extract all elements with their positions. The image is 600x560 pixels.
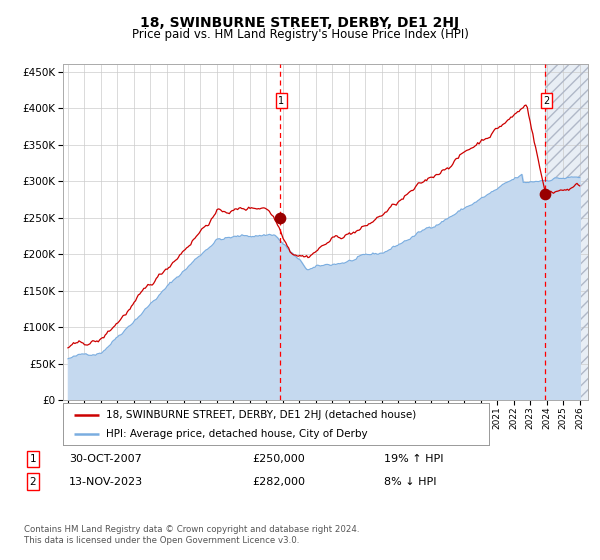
Text: Price paid vs. HM Land Registry's House Price Index (HPI): Price paid vs. HM Land Registry's House … <box>131 28 469 41</box>
Point <box>275 213 284 222</box>
Bar <box>545 64 588 400</box>
Text: 2: 2 <box>29 477 37 487</box>
Text: 8% ↓ HPI: 8% ↓ HPI <box>384 477 437 487</box>
Text: HPI: Average price, detached house, City of Derby: HPI: Average price, detached house, City… <box>106 429 367 439</box>
Text: 2: 2 <box>543 96 550 106</box>
Point <box>540 190 550 199</box>
Bar <box>545 64 588 400</box>
Text: Contains HM Land Registry data © Crown copyright and database right 2024.
This d: Contains HM Land Registry data © Crown c… <box>24 525 359 545</box>
Text: 13-NOV-2023: 13-NOV-2023 <box>69 477 143 487</box>
Text: 30-OCT-2007: 30-OCT-2007 <box>69 454 142 464</box>
Text: 18, SWINBURNE STREET, DERBY, DE1 2HJ: 18, SWINBURNE STREET, DERBY, DE1 2HJ <box>140 16 460 30</box>
Text: 1: 1 <box>29 454 37 464</box>
Text: £250,000: £250,000 <box>252 454 305 464</box>
Text: £282,000: £282,000 <box>252 477 305 487</box>
Text: 18, SWINBURNE STREET, DERBY, DE1 2HJ (detached house): 18, SWINBURNE STREET, DERBY, DE1 2HJ (de… <box>106 409 416 419</box>
Text: 1: 1 <box>278 96 284 106</box>
Text: 19% ↑ HPI: 19% ↑ HPI <box>384 454 443 464</box>
